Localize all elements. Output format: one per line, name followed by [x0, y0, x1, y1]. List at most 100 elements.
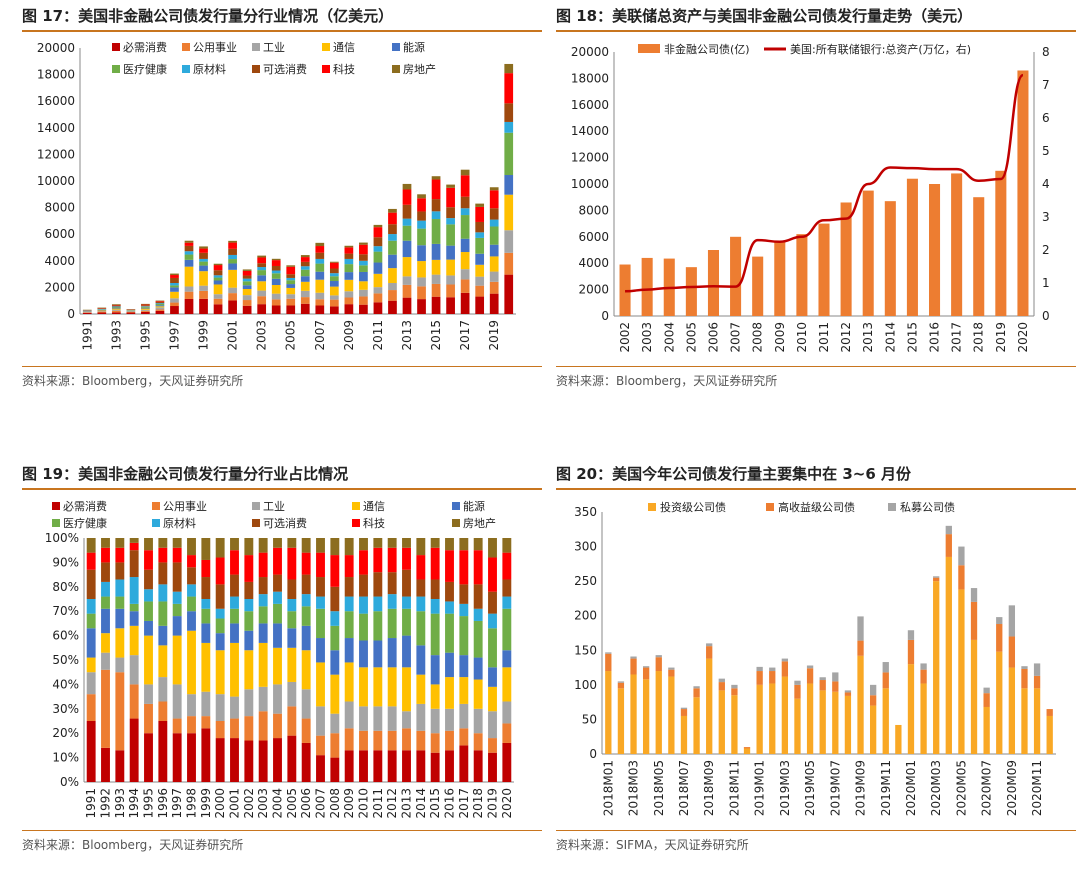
bar-segment	[213, 280, 223, 285]
bar-segment	[141, 308, 150, 310]
bar-segment	[630, 656, 637, 659]
series-line	[625, 73, 1025, 293]
legend-swatch	[322, 65, 330, 73]
bar-segment	[344, 247, 354, 254]
bar-segment	[230, 718, 239, 739]
bar-segment	[329, 261, 339, 263]
bar-segment	[271, 260, 281, 266]
bar-segment	[129, 603, 139, 612]
bar-segment	[373, 302, 383, 314]
bar-segment	[101, 596, 110, 609]
bar-segment	[144, 703, 153, 734]
x-tick-label: 2015	[429, 320, 443, 351]
title-divider	[556, 30, 1076, 32]
bar-segment	[617, 688, 625, 754]
bar-segment	[344, 291, 354, 298]
legend-swatch	[112, 43, 120, 51]
bar-segment	[359, 304, 368, 314]
bar-segment	[330, 625, 340, 651]
bar-segment	[201, 599, 211, 609]
bar-segment	[642, 679, 650, 754]
bar-segment	[258, 711, 268, 741]
bar-segment	[82, 312, 92, 314]
x-tick-label: 2011	[817, 322, 831, 353]
bar-segment	[111, 308, 121, 310]
bar-segment	[344, 611, 354, 639]
bar-segment	[359, 574, 368, 597]
bar-segment	[187, 611, 196, 631]
bar-segment	[242, 275, 252, 279]
x-tick-label: 2005	[684, 322, 698, 353]
bar-segment	[301, 538, 311, 553]
bar-segment	[718, 682, 725, 691]
bar-segment	[416, 674, 426, 704]
bar-segment	[743, 748, 751, 754]
bar-segment	[141, 307, 150, 309]
bar-segment	[359, 613, 368, 641]
y-tick-label: 10000	[571, 177, 609, 191]
chart-source: 资料来源：Bloomberg，天风证券研究所	[22, 374, 244, 388]
bar-segment	[473, 608, 483, 621]
bar-segment	[417, 220, 426, 229]
bar-segment	[417, 228, 426, 246]
bar-segment	[402, 297, 412, 314]
bar-segment	[215, 694, 225, 721]
bar-segment	[213, 275, 223, 278]
bar-segment	[475, 264, 485, 277]
bar-segment	[402, 608, 411, 636]
bar-segment	[101, 562, 110, 582]
y-tick-label: 80%	[52, 580, 79, 594]
bar-segment	[187, 584, 196, 597]
bar-segment	[141, 305, 150, 307]
bar-segment	[1046, 709, 1053, 716]
bar-segment	[144, 684, 153, 704]
bar-segment	[287, 579, 297, 599]
bar-segment	[769, 683, 776, 754]
bar-segment	[258, 594, 268, 607]
bar-segment	[388, 283, 397, 291]
bar-segment	[844, 692, 852, 696]
bar-segment	[271, 305, 281, 314]
legend-swatch	[252, 502, 260, 510]
bar-segment	[213, 298, 223, 305]
y-tick-label: 14000	[571, 124, 609, 138]
y-tick-label: 0	[67, 307, 75, 321]
bar-segment	[144, 733, 153, 782]
bar-segment	[300, 266, 310, 270]
bar-segment	[158, 701, 168, 721]
bar-segment	[316, 706, 325, 736]
y-tick-label: 0	[589, 747, 597, 761]
bar-segment	[101, 581, 110, 597]
bar-segment	[158, 721, 168, 782]
bar-segment	[170, 285, 179, 288]
y-tick-label: 90%	[52, 555, 79, 569]
bar-segment	[257, 296, 267, 305]
bar-segment	[488, 686, 497, 712]
x-tick-label: 2002	[618, 322, 632, 353]
bar	[796, 234, 808, 316]
legend-label: 必需消费	[123, 40, 167, 54]
bar-segment	[141, 310, 150, 312]
bar-segment	[86, 672, 96, 695]
x-tick-label: 1998	[185, 788, 199, 819]
bar-segment	[460, 196, 470, 209]
bar-segment	[244, 630, 254, 651]
bar-segment	[445, 652, 454, 678]
bar-segment	[489, 281, 499, 294]
bar-segment	[258, 642, 268, 687]
bar-segment	[141, 306, 150, 308]
bar-segment	[273, 538, 282, 548]
bar-segment	[86, 694, 96, 721]
bar-segment	[387, 638, 397, 668]
bar-segment	[459, 677, 469, 704]
bar-segment	[459, 728, 469, 746]
bar	[774, 242, 786, 316]
bar-segment	[330, 733, 340, 758]
x-tick-label: 2013	[861, 322, 875, 353]
bar-segment	[115, 579, 125, 597]
bar-segment	[187, 567, 196, 585]
bar-segment	[359, 706, 368, 731]
legend-label: 可选消费	[263, 62, 307, 76]
bar-segment	[794, 684, 801, 699]
bar-segment	[158, 584, 168, 602]
